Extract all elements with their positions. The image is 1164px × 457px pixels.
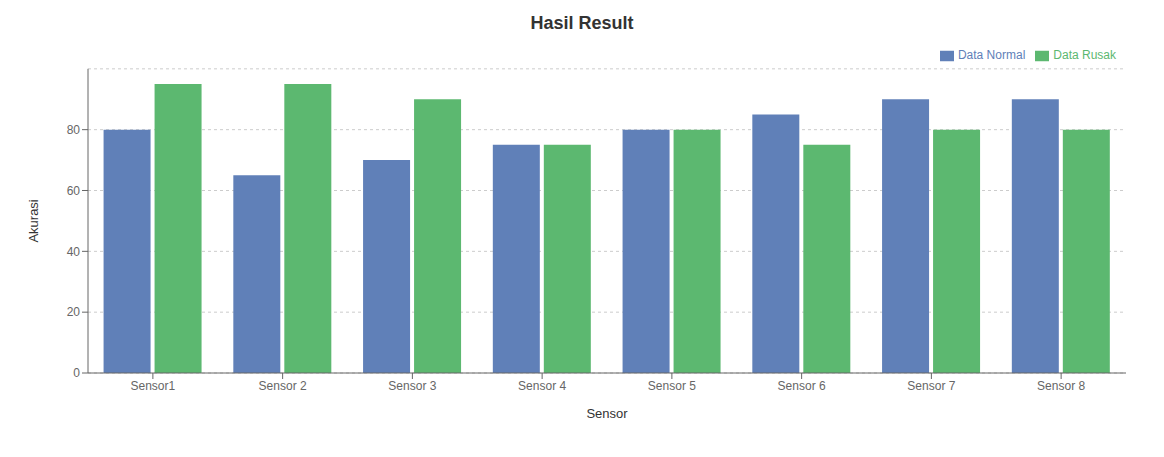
svg-text:0: 0 [73,366,80,380]
html-text:Data Normal: Data Normal [957,48,1026,62]
svg-text:80: 80 [67,123,81,137]
svg-text:Sensor 6: Sensor 6 [778,379,826,393]
svg-text:40: 40 [67,245,81,259]
html-text:Hasil Result: Hasil Result [530,13,634,33]
svg-text:Sensor1: Sensor1 [131,379,176,393]
svg-text:20: 20 [67,305,81,319]
svg-text:Sensor 7: Sensor 7 [907,379,955,393]
html-text:Data Rusak: Data Rusak [1053,48,1116,62]
svg-text:Sensor 3: Sensor 3 [388,379,436,393]
svg-text:Akurasi: Akurasi [26,199,41,242]
svg-text:Sensor: Sensor [586,406,628,421]
svg-text:Sensor 5: Sensor 5 [648,379,696,393]
svg-text:Sensor 8: Sensor 8 [1037,379,1085,393]
svg-text:Sensor 4: Sensor 4 [518,379,566,393]
svg-text:60: 60 [67,184,81,198]
svg-text:Sensor 2: Sensor 2 [259,379,307,393]
